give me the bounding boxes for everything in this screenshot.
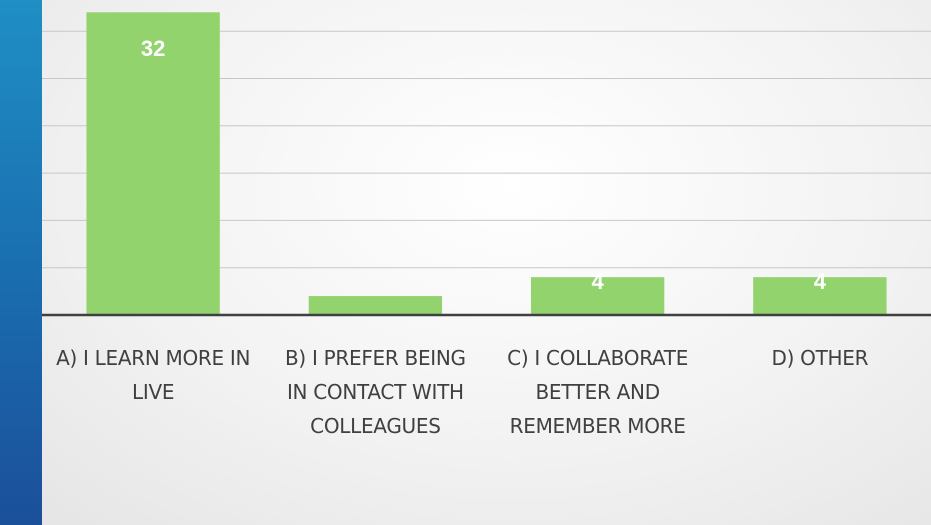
bar (530, 277, 665, 315)
x-tick-label: D) OTHER (771, 346, 869, 370)
value-label: 4 (592, 269, 605, 294)
value-label: 32 (141, 36, 165, 61)
x-tick-label: A) I LEARN MORE IN LIVE (56, 346, 251, 404)
x-tick-label: C) I COLLABORATE BETTER AND REMEMBER MOR… (507, 346, 689, 438)
side-strip (0, 0, 42, 525)
value-label: 4 (814, 269, 827, 294)
x-tick-label: B) I PREFER BEING IN CONTACT WITH COLLEA… (285, 346, 466, 438)
bar (753, 277, 887, 315)
bar (86, 12, 220, 315)
bar (308, 296, 443, 315)
